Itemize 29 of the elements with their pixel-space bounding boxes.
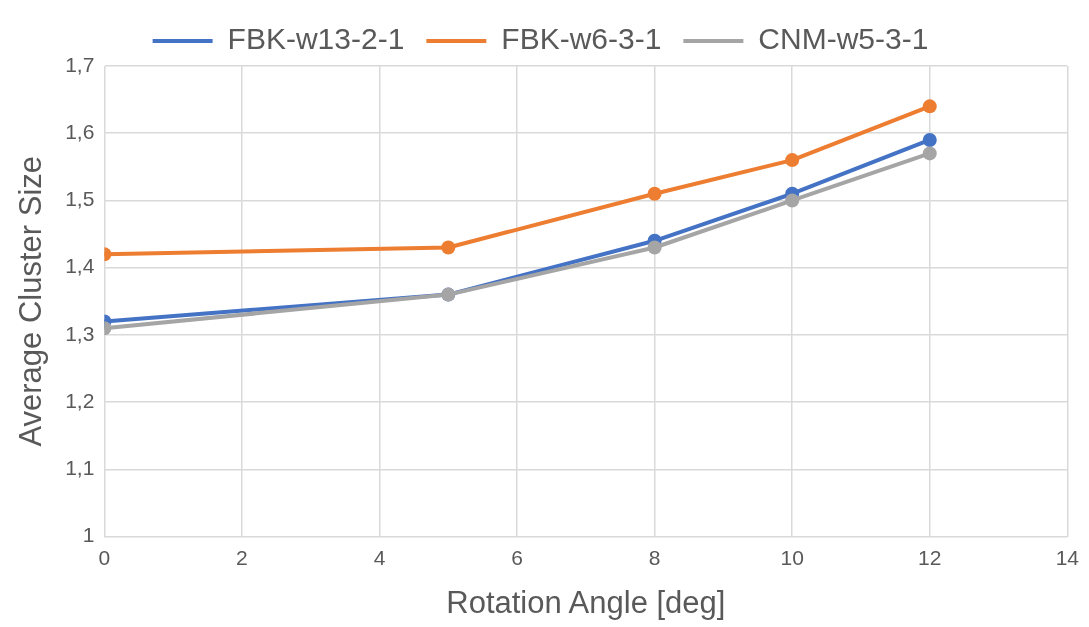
legend-label: FBK-w6-3-1 [501, 22, 662, 56]
point [785, 153, 800, 168]
y-tick-label: 1 [82, 523, 95, 547]
x-tick-label: 14 [1055, 546, 1080, 569]
legend-label: CNM-w5-3-1 [758, 22, 929, 56]
y-tick-label: 1,2 [65, 388, 95, 412]
x-tick-label: 0 [98, 546, 111, 569]
point [647, 240, 662, 255]
y-tick-label: 1,4 [65, 254, 95, 278]
point [785, 193, 800, 208]
x-tick-label: 8 [648, 546, 661, 569]
x-tick-label: 4 [373, 546, 386, 569]
point [441, 240, 456, 255]
x-tick-label: 10 [780, 546, 804, 569]
point [922, 99, 937, 114]
y-tick-label: 1,6 [65, 120, 95, 144]
x-tick-label: 12 [918, 546, 942, 569]
y-tick-label: 1,1 [65, 456, 95, 480]
y-tick-label: 1,5 [65, 187, 95, 211]
x-tick-label: 2 [236, 546, 248, 569]
point [922, 146, 937, 161]
legend-label: FBK-w13-2-1 [227, 22, 405, 56]
y-tick-label: 1,3 [65, 321, 95, 345]
x-axis-title: Rotation Angle [deg] [446, 584, 726, 620]
point [647, 186, 662, 201]
y-tick-label: 1,7 [65, 52, 95, 76]
x-tick-label: 6 [511, 546, 523, 569]
point [922, 132, 937, 147]
y-axis-title: Average Cluster Size [13, 155, 49, 447]
